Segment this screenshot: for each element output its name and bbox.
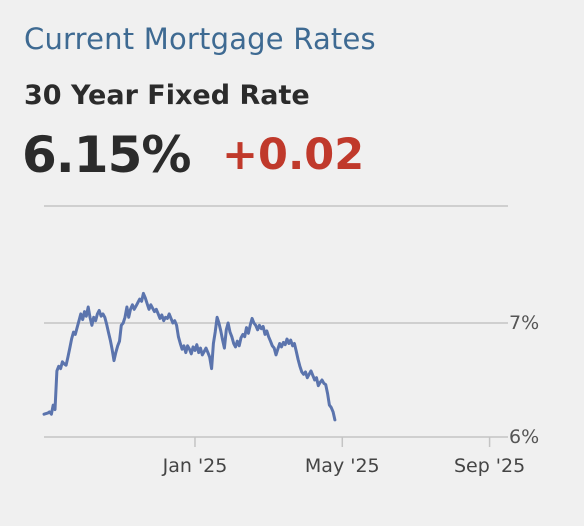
rate-change: +0.02 [222,130,365,180]
current-rate: 6.15% [22,126,191,184]
x-tick-label-1: May '25 [305,455,380,477]
rate-line [42,291,337,422]
x-tick-label-2: Sep '25 [454,455,525,477]
widget-title: Current Mortgage Rates [24,22,376,56]
y-tick-label-1: 7% [509,312,539,334]
y-tick-labels: 6% 7% [509,312,539,448]
gridlines [44,322,508,438]
y-tick-label-0: 6% [509,426,539,448]
product-name: 30 Year Fixed Rate [24,80,310,111]
x-tick-labels: Jan '25 May '25 Sep '25 [162,455,526,477]
x-tick-marks [194,437,491,447]
x-tick-label-0: Jan '25 [162,455,228,477]
